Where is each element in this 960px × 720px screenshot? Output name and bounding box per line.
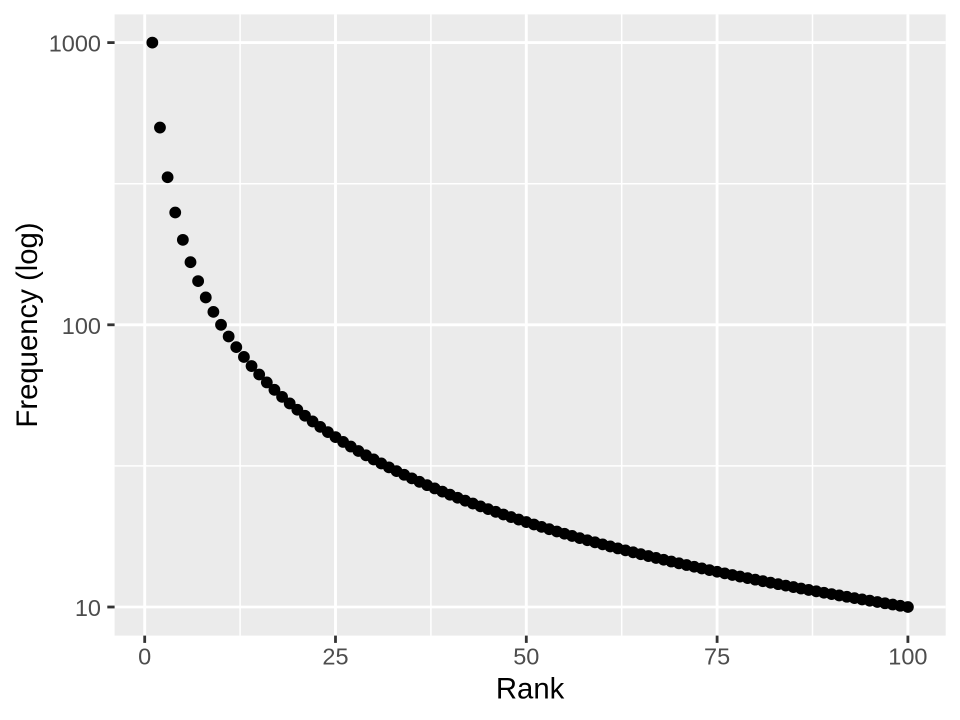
svg-text:50: 50 [513, 644, 539, 670]
svg-text:10: 10 [75, 595, 101, 621]
svg-text:Frequency (log): Frequency (log) [11, 222, 44, 427]
svg-text:0: 0 [138, 644, 151, 670]
svg-text:25: 25 [322, 644, 348, 670]
svg-text:Rank: Rank [496, 673, 565, 706]
svg-text:75: 75 [704, 644, 730, 670]
svg-text:100: 100 [62, 313, 101, 339]
svg-text:1000: 1000 [49, 31, 101, 57]
svg-text:100: 100 [888, 644, 927, 670]
